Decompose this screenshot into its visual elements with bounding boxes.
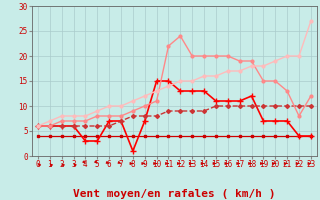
X-axis label: Vent moyen/en rafales ( km/h ): Vent moyen/en rafales ( km/h ) <box>73 189 276 199</box>
